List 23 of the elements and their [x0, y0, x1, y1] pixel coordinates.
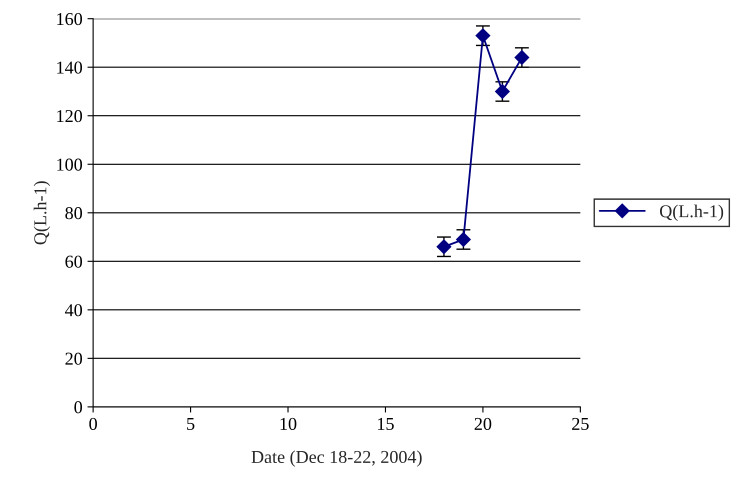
y-tick-label: 120	[57, 110, 82, 122]
x-axis-title: Date (Dec 18-22, 2004)	[252, 450, 422, 467]
y-tick-label: 60	[65, 256, 82, 268]
point	[436, 239, 452, 254]
point	[514, 50, 530, 65]
x-tick-label: 5	[187, 418, 194, 430]
y-tick-label: 80	[65, 207, 82, 220]
y-tick-label: 140	[57, 61, 82, 74]
x-tick-label: 15	[378, 418, 394, 430]
y-tick-label: 40	[65, 304, 82, 316]
x-tick-label: 20	[474, 418, 492, 430]
y-tick-label: 0	[74, 401, 82, 414]
y-tick-label: 20	[65, 352, 82, 365]
legend-label: Q(L.h-1)	[660, 204, 724, 222]
x-tick-label: 10	[280, 418, 296, 430]
x-tick-label: 0	[89, 418, 97, 430]
point	[476, 28, 490, 44]
y-axis-title: Q(L.h-1)	[34, 181, 50, 244]
x-tick-label: 25	[572, 418, 589, 430]
point	[456, 232, 471, 247]
y-tick-label: 100	[57, 158, 82, 171]
point	[495, 84, 510, 99]
y-tick-label: 160	[57, 12, 82, 26]
